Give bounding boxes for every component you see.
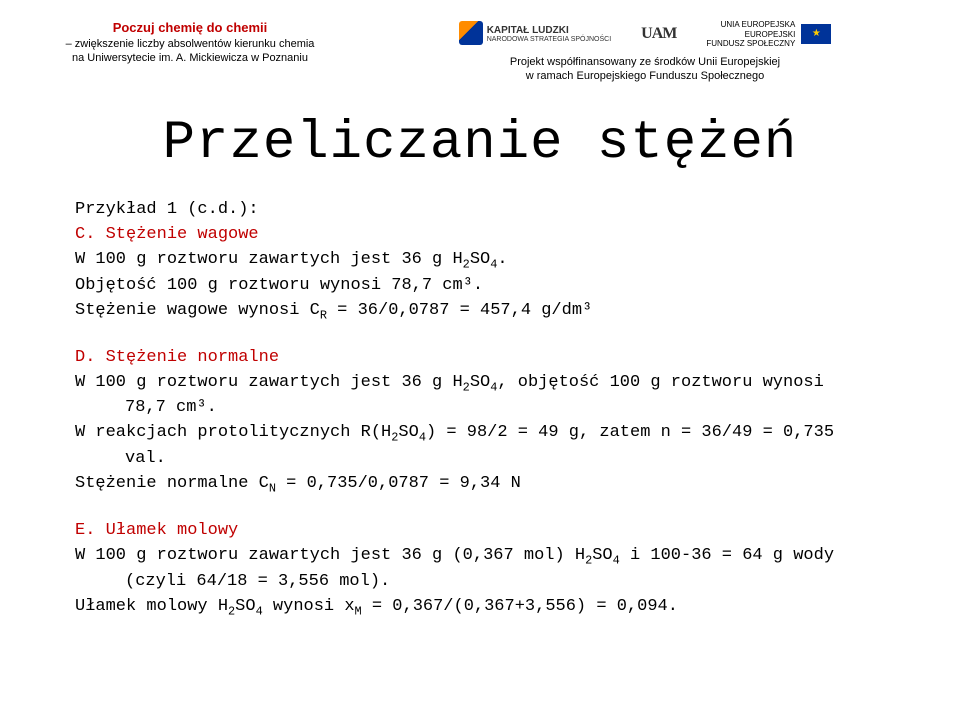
eu-flag-icon: ★	[801, 24, 831, 44]
c-line2: Objętość 100 g roztworu wynosi 78,7 cm³.	[75, 275, 885, 298]
funding-line2: w ramach Europejskiego Funduszu Społeczn…	[526, 70, 764, 82]
project-subtitle-2: na Uniwersytecie im. A. Mickiewicza w Po…	[40, 51, 340, 65]
d-line3: Stężenie normalne CN = 0,735/0,0787 = 9,…	[75, 473, 885, 496]
document-header: Poczuj chemię do chemii – zwiększenie li…	[0, 0, 960, 93]
d-line2-cont: val.	[75, 448, 885, 471]
section-c-heading: C. Stężenie wagowe	[75, 224, 885, 247]
c-line1: W 100 g roztworu zawartych jest 36 g H2S…	[75, 249, 885, 272]
project-title: Poczuj chemię do chemii	[40, 20, 340, 37]
example-label: Przykład 1 (c.d.):	[75, 199, 885, 222]
eu-logo: UNIA EUROPEJSKA EUROPEJSKI FUNDUSZ SPOŁE…	[706, 20, 831, 49]
kapital-line2: NARODOWA STRATEGIA SPÓJNOŚCI	[487, 36, 611, 44]
d-line1-cont: 78,7 cm³.	[75, 397, 885, 420]
project-info: Poczuj chemię do chemii – zwiększenie li…	[40, 20, 340, 65]
kapital-logo: KAPITAŁ LUDZKI NARODOWA STRATEGIA SPÓJNO…	[459, 21, 611, 47]
uam-mark: UAM	[641, 25, 676, 43]
d-line2: W reakcjach protolitycznych R(H2SO4) = 9…	[75, 422, 885, 445]
kapital-icon	[459, 21, 483, 45]
project-subtitle-1: – zwiększenie liczby absolwentów kierunk…	[40, 37, 340, 51]
e-line1-cont: (czyli 64/18 = 3,556 mol).	[75, 571, 885, 594]
uam-logo: UAM	[641, 25, 676, 43]
d-line1: W 100 g roztworu zawartych jest 36 g H2S…	[75, 372, 885, 395]
eu-line2: EUROPEJSKI	[706, 30, 795, 40]
kapital-line1: KAPITAŁ LUDZKI	[487, 25, 611, 36]
e-line1: W 100 g roztworu zawartych jest 36 g (0,…	[75, 545, 885, 568]
eu-line1: UNIA EUROPEJSKA	[706, 20, 795, 30]
logo-row: KAPITAŁ LUDZKI NARODOWA STRATEGIA SPÓJNO…	[370, 20, 920, 49]
e-line2: Ułamek molowy H2SO4 wynosi xM = 0,367/(0…	[75, 596, 885, 619]
page-title: Przeliczanie stężeń	[0, 113, 960, 174]
funding-line1: Projekt współfinansowany ze środków Unii…	[510, 56, 780, 68]
funding-text: Projekt współfinansowany ze środków Unii…	[510, 55, 780, 84]
c-line3: Stężenie wagowe wynosi CR = 36/0,0787 = …	[75, 300, 885, 323]
document-body: Przykład 1 (c.d.): C. Stężenie wagowe W …	[0, 199, 960, 619]
section-d-heading: D. Stężenie normalne	[75, 347, 885, 370]
section-e-heading: E. Ułamek molowy	[75, 520, 885, 543]
funding-block: KAPITAŁ LUDZKI NARODOWA STRATEGIA SPÓJNO…	[370, 20, 920, 83]
eu-line3: FUNDUSZ SPOŁECZNY	[706, 39, 795, 49]
